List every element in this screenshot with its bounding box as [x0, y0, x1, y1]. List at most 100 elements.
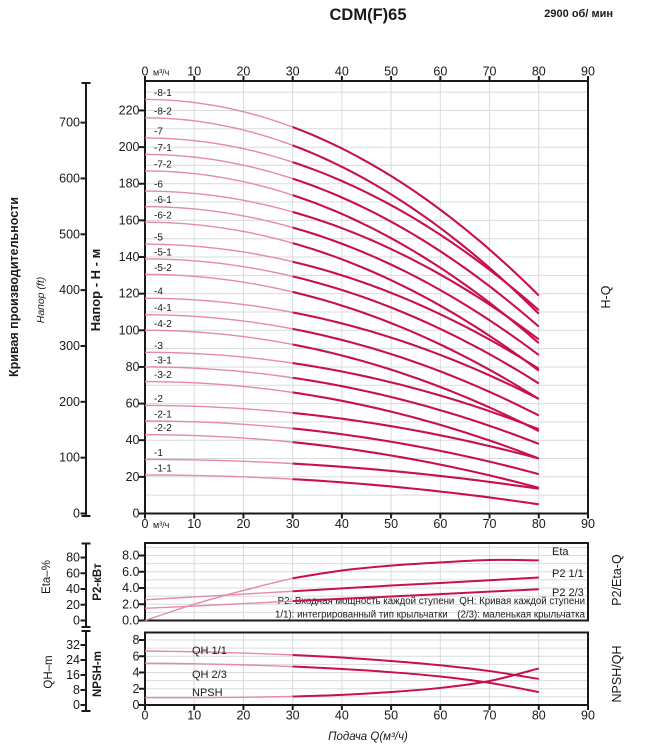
hq-curve--6-2-segment-dark	[292, 242, 540, 372]
x-axis-tick-label: 90	[581, 517, 595, 531]
hq-curve--4-segment-dark	[292, 311, 540, 400]
head-m-axis-label: 160	[119, 213, 140, 227]
hq-curve--4-1-segment-light	[144, 314, 293, 330]
axis-title-performance-curve: Кривая производительности	[7, 197, 21, 377]
x-axis-tick-label: 60	[433, 517, 447, 531]
hq-curve-label: -2-1	[154, 409, 172, 420]
hq-curve--2-1-segment-dark	[292, 427, 540, 476]
hq-curve-label: -6-2	[154, 211, 172, 222]
axis-title-p2: P2-кВт	[92, 563, 104, 601]
hq-curve--5-1-segment-light	[144, 258, 293, 278]
qh-axis-label: 32	[66, 638, 80, 652]
eta-axis-label: 0	[73, 614, 80, 628]
x-axis-tick-label: 40	[335, 65, 349, 79]
hq-curve--4-2-segment-light	[144, 329, 293, 346]
x-axis-tick-label: 30	[286, 517, 300, 531]
npsh-curve-segment-light	[144, 695, 293, 699]
hq-curve-label: -3-1	[154, 355, 172, 366]
x-axis-tick-label: 60	[433, 709, 447, 723]
hq-curve-label: -8-2	[154, 106, 172, 117]
x-axis-tick-label: 90	[581, 65, 595, 79]
head-ft-axis-label: 700	[59, 116, 80, 130]
eta-axis-label: 80	[66, 551, 80, 565]
main-chart-frame	[144, 80, 589, 515]
x-axis-tick-label: 80	[532, 709, 546, 723]
hq-curve--4-1-segment-dark	[292, 327, 540, 417]
head-m-axis-label: 0	[133, 507, 140, 521]
p2-axis-label: 4.0	[122, 581, 139, 595]
hq-curve-label: -6-1	[154, 195, 172, 206]
hq-curve-label: -2	[154, 394, 163, 405]
hq-curve--8-1-segment-light	[144, 98, 293, 128]
qh-axis-label: 24	[66, 653, 80, 667]
x-axis-tick-label: 0	[142, 709, 149, 723]
hq-curve--2-2-segment-light	[144, 434, 293, 443]
curve-label-p2-11: P2 1/1	[552, 568, 584, 580]
x-axis-tick-label: 30	[286, 65, 300, 79]
p2-11-curve-segment-dark	[292, 576, 539, 593]
axis-title-head-ft: Напор (ft)	[35, 277, 47, 324]
hq-curve--7-2-segment-light	[144, 170, 293, 196]
axis-title-hq: H-Q	[599, 285, 613, 308]
x-axis-tick-label: 0	[142, 65, 149, 79]
head-m-axis-label: 100	[119, 323, 140, 337]
hq-curve--7-1-segment-light	[144, 153, 293, 180]
x-axis-tick-label: 70	[483, 517, 497, 531]
hq-curve-label: -7	[154, 126, 163, 137]
hq-curve--4-2-segment-dark	[292, 343, 540, 432]
hq-curve--5-1-segment-dark	[292, 275, 540, 385]
hq-curve-label: -3-2	[154, 370, 172, 381]
hq-curve--5-segment-light	[144, 243, 293, 263]
hq-curve-label: -5-1	[154, 247, 172, 258]
head-ft-axis-label: 200	[59, 395, 80, 409]
x-axis-tick-label: 70	[483, 709, 497, 723]
qh-11-curve-segment-dark	[292, 653, 539, 680]
eta-curve-segment-dark	[292, 558, 539, 580]
axis-title-qh: QH–m	[43, 655, 55, 688]
qh-11-curve-segment-light	[144, 650, 293, 656]
head-ft-axis-label: 400	[59, 283, 80, 297]
x-axis-tick-label: 40	[335, 709, 349, 723]
hq-curve-label: -4-2	[154, 319, 172, 330]
x-axis-tick-label: 20	[236, 517, 250, 531]
note-impeller-types: 1/1): интегрированный тип крыльчатки (2/…	[275, 610, 586, 621]
head-m-axis-label: 120	[119, 287, 140, 301]
curve-label-npsh: NPSH	[192, 687, 223, 699]
flow-unit-bottom: м³/ч	[153, 520, 170, 530]
npsh-curve-segment-dark	[292, 667, 540, 698]
npsh-axis-label: 8	[133, 633, 140, 647]
axis-title-p2-eta-q: P2/Eta-Q	[610, 554, 624, 606]
qh-axis-label: 0	[73, 698, 80, 712]
axis-title-eta: Eta–%	[41, 560, 53, 594]
npsh-axis-label: 2	[133, 682, 140, 696]
curve-label-qh-23: QH 2/3	[192, 669, 227, 681]
hq-curve--2-segment-dark	[292, 411, 540, 460]
head-m-axis-label: 140	[119, 250, 140, 264]
hq-curve--8-2-segment-light	[144, 117, 293, 147]
head-m-axis-label: 40	[126, 433, 140, 447]
hq-curve--7-segment-dark	[292, 161, 540, 311]
p2-axis-label: 8.0	[122, 549, 139, 563]
hq-curve-label: -4-1	[154, 303, 172, 314]
hq-curve-label: -2-2	[154, 423, 172, 434]
hq-curve--2-2-segment-dark	[292, 441, 540, 489]
hq-curve--5-2-segment-dark	[292, 290, 540, 400]
eta-axis-label: 60	[66, 566, 80, 580]
hq-curve--5-segment-dark	[292, 260, 540, 370]
curve-label-eta: Eta	[552, 546, 569, 558]
rpm-label: 2900 об/ мин	[544, 8, 613, 20]
hq-curve-label: -7-2	[154, 159, 172, 170]
hq-curve--3-segment-light	[144, 351, 293, 364]
p2-axis-label: 6.0	[122, 565, 139, 579]
curve-label-qh-11: QH 1/1	[192, 645, 227, 657]
npsh-axis-label: 6	[133, 649, 140, 663]
hq-curve-label: -4	[154, 287, 163, 298]
hq-curve--3-2-segment-dark	[292, 391, 540, 460]
curve-label-p2-23: P2 2/3	[552, 587, 584, 599]
hq-curve--4-segment-light	[144, 297, 293, 314]
qh-23-curve-segment-dark	[292, 665, 539, 694]
chart-title: CDM(F)65	[330, 6, 407, 24]
hq-curve--1-1-segment-dark	[292, 478, 539, 506]
x-axis-tick-label: 50	[384, 65, 398, 79]
eta-curve-segment-light	[144, 577, 293, 622]
